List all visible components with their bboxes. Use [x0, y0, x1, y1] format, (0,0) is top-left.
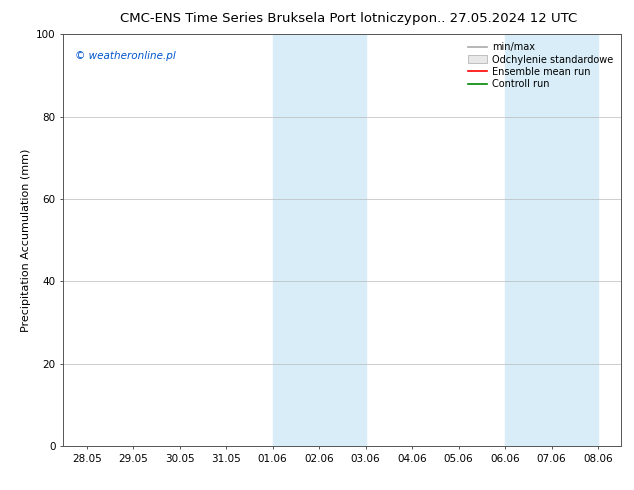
Text: CMC-ENS Time Series Bruksela Port lotniczy: CMC-ENS Time Series Bruksela Port lotnic… [120, 12, 412, 25]
Bar [273, 34, 366, 446]
Text: © weatheronline.pl: © weatheronline.pl [75, 51, 176, 61]
Legend: min/max, Odchylenie standardowe, Ensemble mean run, Controll run: min/max, Odchylenie standardowe, Ensembl… [465, 39, 616, 92]
Y-axis label: Precipitation Accumulation (mm): Precipitation Accumulation (mm) [20, 148, 30, 332]
Bar [505, 34, 598, 446]
Text: pon.. 27.05.2024 12 UTC: pon.. 27.05.2024 12 UTC [412, 12, 577, 25]
